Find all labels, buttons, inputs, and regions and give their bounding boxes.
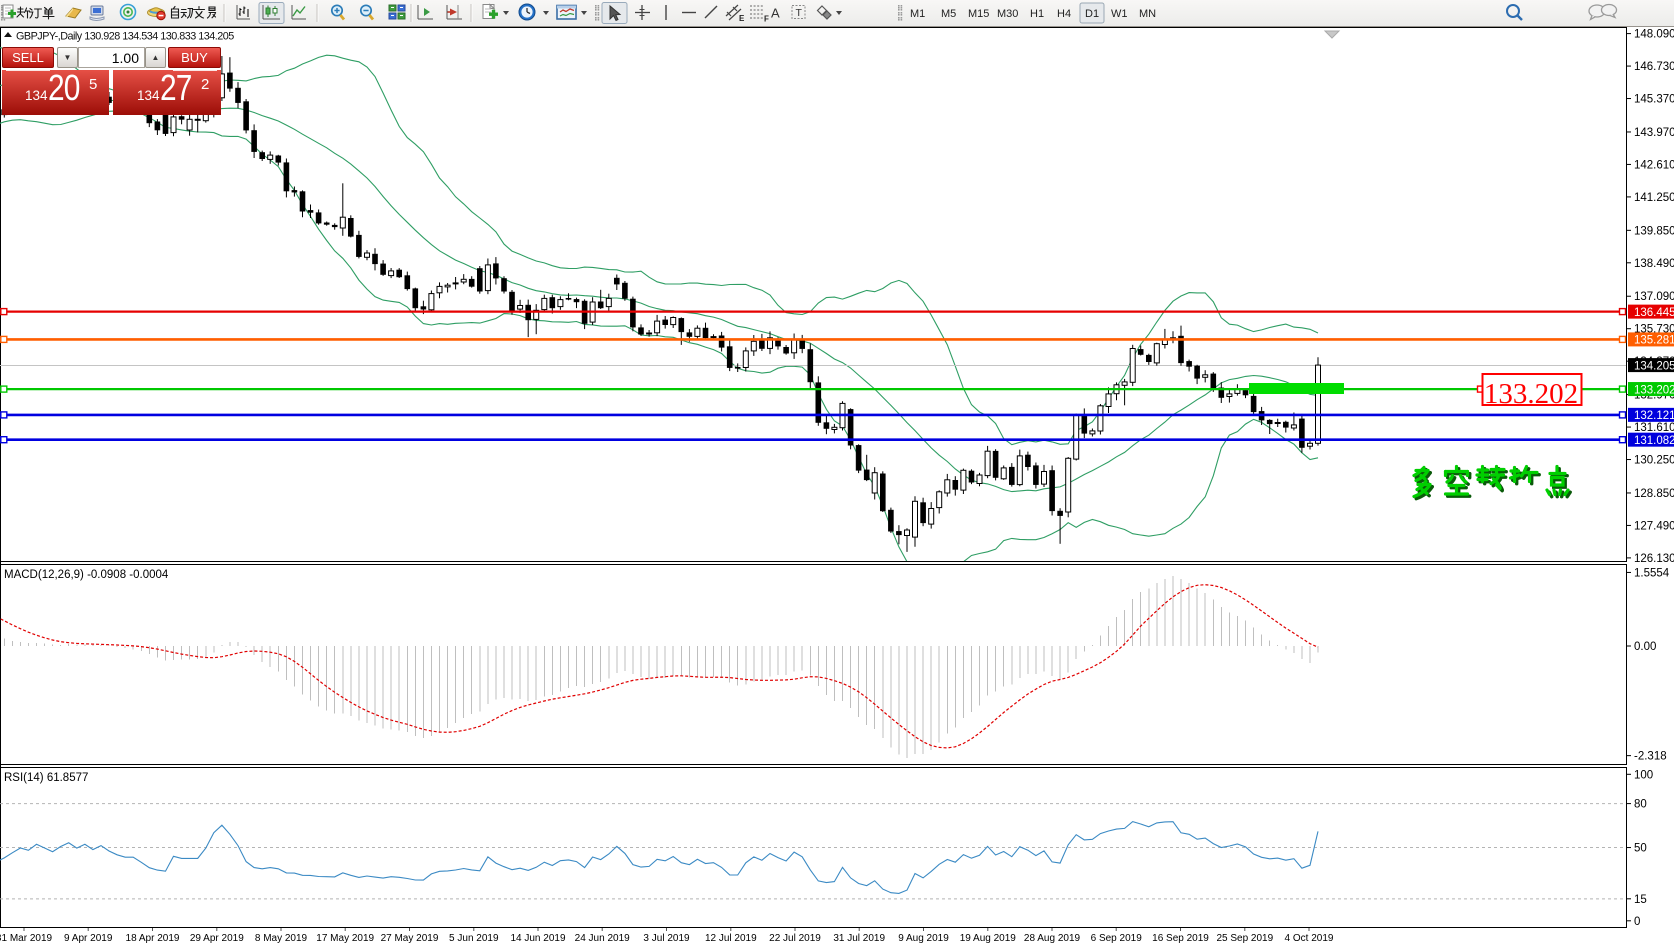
- svg-text:MACD(12,26,9) -0.0908 -0.0004: MACD(12,26,9) -0.0908 -0.0004: [4, 569, 169, 581]
- svg-text:17 May 2019: 17 May 2019: [316, 933, 374, 944]
- svg-text:131.610: 131.610: [1634, 422, 1674, 434]
- svg-text:3 Jul 2019: 3 Jul 2019: [643, 933, 690, 944]
- svg-text:27 May 2019: 27 May 2019: [381, 933, 439, 944]
- svg-text:6 Sep 2019: 6 Sep 2019: [1091, 933, 1143, 944]
- svg-text:130.250: 130.250: [1634, 455, 1674, 467]
- svg-text:H1: H1: [1030, 8, 1044, 20]
- svg-text:W1: W1: [1111, 8, 1128, 20]
- svg-text:133.202: 133.202: [1484, 378, 1578, 410]
- svg-text:T: T: [796, 7, 803, 19]
- svg-text:16 Sep 2019: 16 Sep 2019: [1152, 933, 1209, 944]
- svg-text:12 Jul 2019: 12 Jul 2019: [705, 933, 757, 944]
- svg-text:RSI(14) 61.8577: RSI(14) 61.8577: [4, 772, 88, 784]
- svg-text:142.610: 142.610: [1634, 159, 1674, 171]
- svg-text:24 Jun 2019: 24 Jun 2019: [575, 933, 630, 944]
- svg-text:A: A: [771, 6, 780, 21]
- svg-text:1.5554: 1.5554: [1634, 567, 1670, 579]
- svg-text:GBPJPY-,Daily 130.928 134.534: GBPJPY-,Daily 130.928 134.534 130.833 13…: [16, 31, 234, 43]
- svg-text:138.490: 138.490: [1634, 258, 1674, 270]
- svg-text:126.130: 126.130: [1634, 553, 1674, 565]
- svg-text:50: 50: [1634, 843, 1647, 855]
- svg-text:137.090: 137.090: [1634, 291, 1674, 303]
- svg-text:0: 0: [1634, 916, 1640, 928]
- svg-text:141.250: 141.250: [1634, 192, 1674, 204]
- svg-text:31 Mar 2019: 31 Mar 2019: [0, 933, 53, 944]
- svg-text:132.121: 132.121: [1634, 410, 1674, 422]
- svg-text:4 Oct 2019: 4 Oct 2019: [1285, 933, 1334, 944]
- svg-text:M30: M30: [997, 8, 1018, 20]
- svg-text:148.090: 148.090: [1634, 29, 1674, 41]
- svg-text:0.00: 0.00: [1634, 641, 1656, 653]
- svg-text:100: 100: [1634, 769, 1653, 781]
- svg-text:143.970: 143.970: [1634, 127, 1674, 139]
- svg-text:19 Aug 2019: 19 Aug 2019: [960, 933, 1017, 944]
- svg-text:F: F: [764, 15, 769, 24]
- svg-text:134.205: 134.205: [1634, 360, 1674, 372]
- svg-text:M15: M15: [968, 8, 989, 20]
- svg-text:18 Apr 2019: 18 Apr 2019: [126, 933, 180, 944]
- svg-text:MN: MN: [1139, 8, 1156, 20]
- svg-text:133.202: 133.202: [1634, 384, 1674, 396]
- svg-text:80: 80: [1634, 799, 1647, 811]
- svg-text:25 Sep 2019: 25 Sep 2019: [1216, 933, 1273, 944]
- svg-text:8 May 2019: 8 May 2019: [255, 933, 308, 944]
- svg-text:14 Jun 2019: 14 Jun 2019: [510, 933, 565, 944]
- svg-text:-2.318: -2.318: [1634, 751, 1667, 763]
- svg-text:136.445: 136.445: [1634, 307, 1674, 319]
- svg-text:22 Jul 2019: 22 Jul 2019: [769, 933, 821, 944]
- svg-text:D1: D1: [1085, 8, 1099, 20]
- svg-text:28 Aug 2019: 28 Aug 2019: [1024, 933, 1081, 944]
- svg-text:127.490: 127.490: [1634, 520, 1674, 532]
- svg-text:135.281: 135.281: [1634, 335, 1674, 347]
- svg-text:9 Apr 2019: 9 Apr 2019: [64, 933, 113, 944]
- svg-text:29 Apr 2019: 29 Apr 2019: [190, 933, 244, 944]
- svg-text:131.082: 131.082: [1634, 435, 1674, 447]
- svg-text:9 Aug 2019: 9 Aug 2019: [898, 933, 949, 944]
- svg-text:31 Jul 2019: 31 Jul 2019: [833, 933, 885, 944]
- svg-text:5 Jun 2019: 5 Jun 2019: [449, 933, 499, 944]
- svg-text:15: 15: [1634, 894, 1647, 906]
- svg-text:H4: H4: [1057, 8, 1071, 20]
- svg-text:139.850: 139.850: [1634, 225, 1674, 237]
- svg-text:M5: M5: [941, 8, 956, 20]
- svg-text:M1: M1: [910, 8, 925, 20]
- svg-text:E: E: [739, 14, 745, 23]
- svg-text:145.370: 145.370: [1634, 94, 1674, 106]
- svg-text:128.850: 128.850: [1634, 488, 1674, 500]
- svg-text:146.730: 146.730: [1634, 61, 1674, 73]
